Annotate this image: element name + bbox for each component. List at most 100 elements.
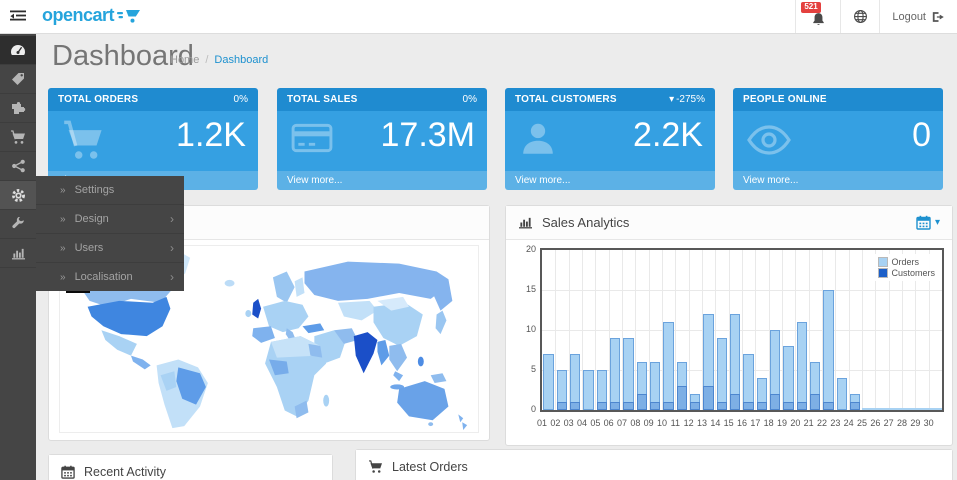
chart-bar-customers — [703, 386, 714, 410]
sidebar-item-system[interactable] — [0, 181, 36, 210]
outdent-menu-icon — [10, 10, 26, 23]
notification-count-badge: 521 — [801, 2, 821, 13]
chart-bar-customers — [783, 402, 794, 410]
chart-bar-orders — [583, 370, 594, 410]
sidebar-item-marketing[interactable] — [0, 152, 36, 181]
y-axis-label: 15 — [525, 284, 536, 294]
card-value: 2.2K — [633, 116, 703, 154]
chart-bar-customers — [809, 394, 821, 410]
calendar-icon — [916, 215, 931, 230]
angle-double-right-icon: » — [60, 213, 66, 225]
x-axis-label: 10 — [656, 418, 667, 428]
card-value: 17.3M — [380, 116, 476, 154]
sidebar-item-dashboard[interactable] — [0, 36, 36, 65]
language-button[interactable] — [840, 0, 879, 33]
x-axis-label: 14 — [710, 418, 721, 428]
logo-text: opencart — [42, 5, 115, 25]
legend-label: Orders — [891, 257, 919, 267]
chart-bar-orders — [623, 338, 634, 410]
system-submenu: » Settings » Design › » Users › » Locali… — [36, 176, 184, 291]
y-axis-label: 10 — [525, 324, 536, 334]
breadcrumb-current[interactable]: Dashboard — [214, 54, 269, 66]
recent-activity-panel: Recent Activity — [48, 454, 333, 480]
y-axis-label: 0 — [530, 404, 536, 414]
grid-line — [542, 290, 942, 291]
sidebar-item-catalog[interactable] — [0, 65, 36, 94]
chart-bar-customers — [716, 402, 727, 410]
card-value: 0 — [912, 116, 931, 154]
stat-card-total-sales: TOTAL SALES 0% 17.3M View more... — [277, 88, 487, 190]
sales-analytics-header: Sales Analytics ▾ — [506, 206, 952, 240]
chart-bar-customers — [849, 402, 861, 410]
chart-bar-orders — [663, 322, 674, 410]
view-more-link[interactable]: View more... — [277, 171, 487, 190]
x-axis-label: 05 — [590, 418, 601, 428]
dashboard-icon — [10, 43, 26, 57]
card-value: 1.2K — [176, 116, 246, 154]
menu-toggle-button[interactable] — [0, 0, 36, 33]
chart-bar-customers — [623, 402, 634, 410]
x-axis-label: 09 — [643, 418, 654, 428]
x-axis-label: 27 — [883, 418, 894, 428]
chart-range-dropdown[interactable]: ▾ — [916, 215, 940, 230]
submenu-item-users[interactable]: » Users › — [36, 233, 184, 262]
card-title: PEOPLE ONLINE — [743, 94, 827, 105]
submenu-item-settings[interactable]: » Settings — [36, 176, 184, 204]
chart-bar-customers — [689, 402, 701, 410]
x-axis-label: 17 — [750, 418, 761, 428]
x-axis-label: 22 — [816, 418, 827, 428]
bar-chart-icon — [518, 216, 533, 229]
chart-bar-orders-zero — [915, 408, 929, 410]
card-title: TOTAL SALES — [287, 94, 358, 105]
x-axis-label: 24 — [843, 418, 854, 428]
chart-bar-customers — [569, 402, 581, 410]
chart-bar-customers — [676, 386, 687, 410]
sign-out-icon — [932, 11, 945, 23]
chart-bar-customers — [743, 402, 754, 410]
opencart-logo[interactable]: opencart — [42, 5, 141, 26]
chart-bar-customers — [649, 402, 661, 410]
angle-double-right-icon: » — [60, 242, 66, 254]
x-axis-label: 07 — [616, 418, 627, 428]
shopping-cart-icon — [62, 120, 106, 160]
card-title: TOTAL ORDERS — [58, 94, 139, 105]
chevron-right-icon: › — [170, 270, 174, 284]
chart-bar-orders — [609, 338, 621, 410]
x-axis-label: 08 — [630, 418, 641, 428]
chart-bar-orders — [823, 290, 834, 410]
submenu-item-design[interactable]: » Design › — [36, 204, 184, 233]
sidebar-item-reports[interactable] — [0, 239, 36, 268]
globe-icon — [853, 9, 868, 24]
submenu-label: Settings — [74, 184, 115, 196]
x-axis-label: 21 — [803, 418, 814, 428]
sidebar-item-extensions[interactable] — [0, 94, 36, 123]
legend-swatch — [878, 257, 889, 267]
card-delta: 0% — [233, 94, 248, 105]
logout-button[interactable]: Logout — [879, 0, 957, 33]
submenu-item-localisation[interactable]: » Localisation › — [36, 262, 184, 291]
x-axis-label: 30 — [923, 418, 934, 428]
puzzle-piece-icon — [11, 101, 26, 115]
latest-orders-title: Latest Orders — [392, 459, 468, 474]
x-axis-label: 26 — [870, 418, 881, 428]
view-more-link[interactable]: View more... — [505, 171, 715, 190]
breadcrumb: Home / Dashboard — [170, 54, 268, 66]
card-title: TOTAL CUSTOMERS — [515, 94, 617, 105]
x-axis-label: 06 — [603, 418, 614, 428]
view-more-link[interactable]: View more... — [733, 171, 943, 190]
top-bar: opencart 521 Logout — [0, 0, 957, 34]
logout-label: Logout — [892, 10, 926, 23]
share-nodes-icon — [11, 159, 26, 173]
x-axis-label: 18 — [763, 418, 774, 428]
notifications-button[interactable]: 521 — [795, 0, 840, 33]
chart-bar-customers — [596, 402, 607, 410]
breadcrumb-home[interactable]: Home — [170, 54, 200, 66]
latest-orders-panel: Latest Orders — [355, 449, 953, 480]
grid-line — [542, 370, 942, 371]
chart-bar-orders-zero — [875, 408, 889, 410]
x-axis-label: 01 — [536, 418, 547, 428]
sidebar-item-sales[interactable] — [0, 123, 36, 152]
x-axis-label: 25 — [856, 418, 867, 428]
sidebar-item-tools[interactable] — [0, 210, 36, 239]
